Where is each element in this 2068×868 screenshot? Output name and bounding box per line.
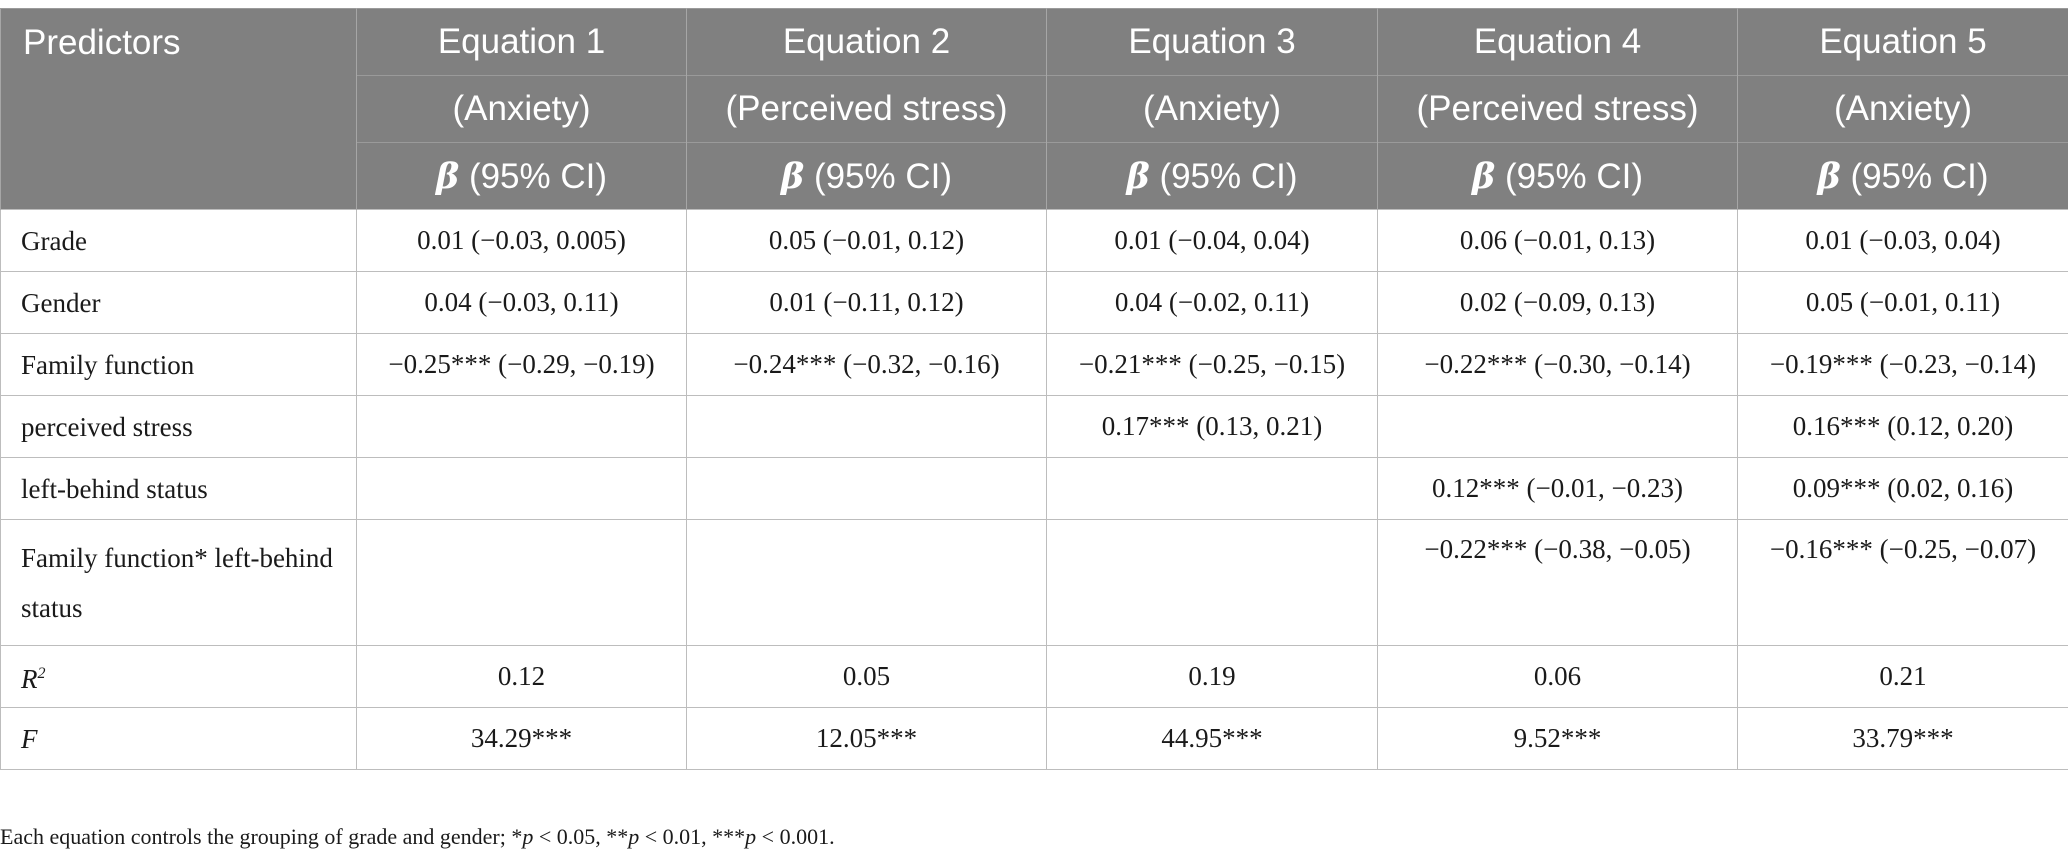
table-row: perceived stress 0.17*** (0.13, 0.21) 0.… bbox=[0, 395, 2068, 458]
table-row: Grade 0.01 (−0.03, 0.005) 0.05 (−0.01, 0… bbox=[0, 209, 2068, 272]
row-label: left-behind status bbox=[0, 457, 357, 520]
regression-table: Predictors Equation 1 Equation 2 Equatio… bbox=[0, 8, 2068, 770]
header-outcome-4: (Perceived stress) bbox=[1377, 75, 1738, 143]
table-cell: 0.02 (−0.09, 0.13) bbox=[1377, 271, 1738, 334]
table-row: left-behind status 0.12*** (−0.01, −0.23… bbox=[0, 457, 2068, 520]
table-cell bbox=[356, 395, 687, 458]
header-predictors: Predictors bbox=[0, 8, 357, 210]
header-row-outcomes: (Anxiety) (Perceived stress) (Anxiety) (… bbox=[1, 75, 2068, 143]
footnote-text: < 0.001. bbox=[756, 824, 835, 849]
table-cell: −0.19*** (−0.23, −0.14) bbox=[1737, 333, 2068, 396]
header-stat-3: β (95% CI) bbox=[1046, 142, 1378, 210]
table-row: R2 0.12 0.05 0.19 0.06 0.21 bbox=[0, 645, 2068, 708]
stat-label: (95% CI) bbox=[1850, 156, 1989, 196]
footnote-text: < 0.05, ** bbox=[533, 824, 629, 849]
stat-label: (95% CI) bbox=[813, 156, 953, 196]
table-cell: 0.01 (−0.11, 0.12) bbox=[686, 271, 1047, 334]
table-cell: 0.04 (−0.03, 0.11) bbox=[356, 271, 687, 334]
p-symbol: p bbox=[628, 824, 640, 849]
table-cell bbox=[1377, 395, 1738, 458]
table-cell: 0.06 bbox=[1377, 645, 1738, 708]
p-symbol: p bbox=[745, 824, 757, 849]
table-row: Gender 0.04 (−0.03, 0.11) 0.01 (−0.11, 0… bbox=[0, 271, 2068, 334]
beta-symbol: β bbox=[1817, 155, 1841, 197]
table-cell: 44.95*** bbox=[1046, 707, 1378, 770]
table-cell: 0.01 (−0.03, 0.04) bbox=[1737, 209, 2068, 272]
table-cell: −0.24*** (−0.32, −0.16) bbox=[686, 333, 1047, 396]
table-body: Grade 0.01 (−0.03, 0.005) 0.05 (−0.01, 0… bbox=[0, 209, 2068, 770]
table-row: Family function −0.25*** (−0.29, −0.19) … bbox=[0, 333, 2068, 396]
footnote-text: < 0.01, *** bbox=[639, 824, 746, 849]
table-cell bbox=[686, 395, 1047, 458]
stat-label: (95% CI) bbox=[1159, 156, 1298, 196]
header-equation-2: Equation 2 bbox=[686, 8, 1047, 76]
table-cell bbox=[356, 457, 687, 520]
header-stat-2: β (95% CI) bbox=[686, 142, 1047, 210]
beta-symbol: β bbox=[780, 155, 805, 197]
table-cell: −0.22*** (−0.30, −0.14) bbox=[1377, 333, 1738, 396]
beta-symbol: β bbox=[435, 155, 460, 197]
table-cell: 0.05 (−0.01, 0.12) bbox=[686, 209, 1047, 272]
header-row-stats: β (95% CI) β (95% CI) β (95% CI) β (95% … bbox=[1, 142, 2068, 210]
table-cell: 0.01 (−0.04, 0.04) bbox=[1046, 209, 1378, 272]
table-cell: 0.17*** (0.13, 0.21) bbox=[1046, 395, 1378, 458]
header-equation-3: Equation 3 bbox=[1046, 8, 1378, 76]
table-cell: −0.25*** (−0.29, −0.19) bbox=[356, 333, 687, 396]
table-cell: 12.05*** bbox=[686, 707, 1047, 770]
header-outcome-3: (Anxiety) bbox=[1046, 75, 1378, 143]
table-cell: −0.21*** (−0.25, −0.15) bbox=[1046, 333, 1378, 396]
header-stat-1: β (95% CI) bbox=[356, 142, 687, 210]
table-cell: 0.19 bbox=[1046, 645, 1378, 708]
header-equation-5: Equation 5 bbox=[1737, 8, 2068, 76]
row-label: R2 bbox=[0, 645, 357, 708]
table-cell: −0.22*** (−0.38, −0.05) bbox=[1377, 519, 1738, 646]
table-cell: 33.79*** bbox=[1737, 707, 2068, 770]
row-label: F bbox=[0, 707, 357, 770]
header-row-titles: Predictors Equation 1 Equation 2 Equatio… bbox=[0, 8, 2068, 210]
footnote-text: Each equation controls the grouping of g… bbox=[0, 824, 523, 849]
table-cell: 0.05 bbox=[686, 645, 1047, 708]
table-cell: 0.21 bbox=[1737, 645, 2068, 708]
table-cell: 0.16*** (0.12, 0.20) bbox=[1737, 395, 2068, 458]
header-outcome-5: (Anxiety) bbox=[1737, 75, 2068, 143]
header-equation-4: Equation 4 bbox=[1377, 8, 1738, 76]
table-footnote: Each equation controls the grouping of g… bbox=[0, 824, 835, 850]
table-header: Predictors Equation 1 Equation 2 Equatio… bbox=[0, 8, 2068, 210]
table-cell: −0.16*** (−0.25, −0.07) bbox=[1737, 519, 2068, 646]
table-cell: 0.04 (−0.02, 0.11) bbox=[1046, 271, 1378, 334]
table-cell bbox=[1046, 519, 1378, 646]
header-outcome-1: (Anxiety) bbox=[356, 75, 687, 143]
table-row: F 34.29*** 12.05*** 44.95*** 9.52*** 33.… bbox=[0, 707, 2068, 770]
r-squared-symbol: R bbox=[21, 664, 38, 694]
table-cell: 0.05 (−0.01, 0.11) bbox=[1737, 271, 2068, 334]
row-label: Grade bbox=[0, 209, 357, 272]
header-equation-1: Equation 1 bbox=[356, 8, 687, 76]
table-cell bbox=[356, 519, 687, 646]
table-cell: 9.52*** bbox=[1377, 707, 1738, 770]
superscript: 2 bbox=[37, 665, 46, 682]
table-cell: 0.06 (−0.01, 0.13) bbox=[1377, 209, 1738, 272]
stat-label: (95% CI) bbox=[1504, 156, 1644, 196]
table-cell bbox=[686, 519, 1047, 646]
row-label: Gender bbox=[0, 271, 357, 334]
table-cell: 0.09*** (0.02, 0.16) bbox=[1737, 457, 2068, 520]
header-stat-5: β (95% CI) bbox=[1737, 142, 2068, 210]
table-cell bbox=[1046, 457, 1378, 520]
table-row: Family function* left-behind status −0.2… bbox=[0, 519, 2068, 646]
table-cell: 34.29*** bbox=[356, 707, 687, 770]
stat-label: (95% CI) bbox=[468, 156, 608, 196]
beta-symbol: β bbox=[1126, 155, 1150, 197]
header-outcome-2: (Perceived stress) bbox=[686, 75, 1047, 143]
beta-symbol: β bbox=[1471, 155, 1496, 197]
table-cell: 0.12 bbox=[356, 645, 687, 708]
table-cell: 0.12*** (−0.01, −0.23) bbox=[1377, 457, 1738, 520]
row-label: Family function* left-behind status bbox=[0, 519, 357, 646]
p-symbol: p bbox=[522, 824, 534, 849]
table-cell bbox=[686, 457, 1047, 520]
row-label: perceived stress bbox=[0, 395, 357, 458]
row-label: Family function bbox=[0, 333, 357, 396]
header-stat-4: β (95% CI) bbox=[1377, 142, 1738, 210]
table-cell: 0.01 (−0.03, 0.005) bbox=[356, 209, 687, 272]
